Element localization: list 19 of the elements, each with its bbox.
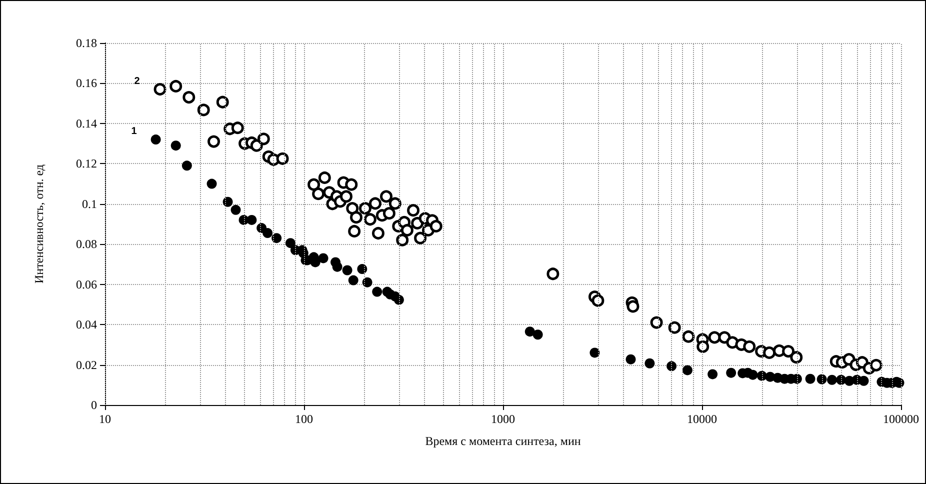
y-tick-label: 0.06: [76, 277, 97, 292]
y-tick-label: 0.14: [76, 116, 97, 130]
x-tick-label: 100000: [883, 412, 919, 426]
x-tick-label: 10: [99, 412, 111, 426]
series-label: 2: [134, 76, 140, 87]
y-tick-label: 0.02: [76, 358, 97, 372]
y-tick-label: 0.08: [76, 237, 97, 252]
y-axis-title: Интенсивность, отн. ед: [32, 164, 46, 284]
x-tick-label: 100: [295, 412, 313, 426]
x-axis-title: Время с момента синтеза, мин: [425, 434, 582, 448]
y-tick-label: 0: [91, 398, 97, 412]
y-tick-label: 0.12: [76, 156, 97, 171]
x-tick-label: 10000: [687, 412, 717, 426]
y-tick-label: 0.16: [76, 76, 97, 90]
x-tick-label: 1000: [491, 412, 515, 426]
y-tick-label: 0.1: [82, 196, 97, 211]
y-tick-label: 0.04: [76, 318, 97, 332]
y-tick-label: 0.18: [76, 36, 97, 50]
series-label: 1: [131, 126, 138, 138]
